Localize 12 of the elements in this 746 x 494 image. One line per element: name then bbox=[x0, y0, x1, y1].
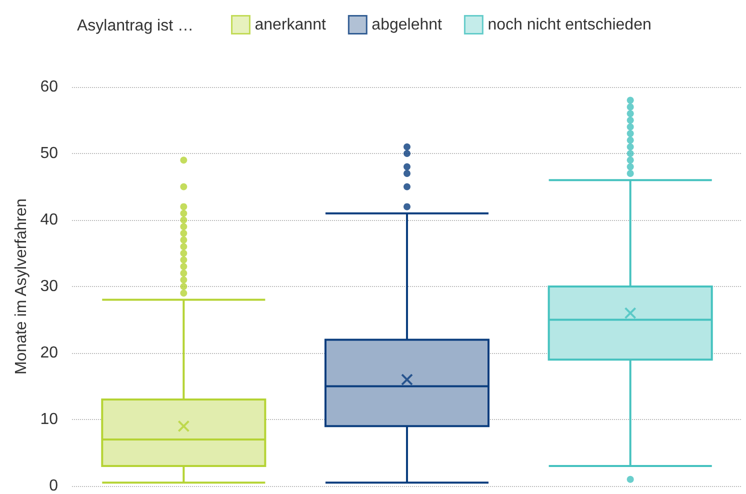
y-tick-label: 0 bbox=[49, 478, 58, 494]
y-tick-label: 40 bbox=[40, 212, 58, 228]
y-tick-label: 60 bbox=[40, 78, 58, 96]
y-tick-label: 20 bbox=[40, 344, 58, 362]
legend-label: abgelehnt bbox=[372, 16, 443, 34]
legend-label: anerkannt bbox=[254, 16, 326, 34]
y-tick-label: 10 bbox=[40, 411, 58, 428]
y-tick-label: 50 bbox=[40, 145, 58, 162]
y-axis-title: Monate im Asylverfahren bbox=[12, 198, 30, 375]
legend-label: noch nicht entschieden bbox=[488, 16, 652, 34]
legend-title: Asylantrag ist … bbox=[77, 18, 194, 34]
y-tick-label: 30 bbox=[40, 278, 58, 295]
